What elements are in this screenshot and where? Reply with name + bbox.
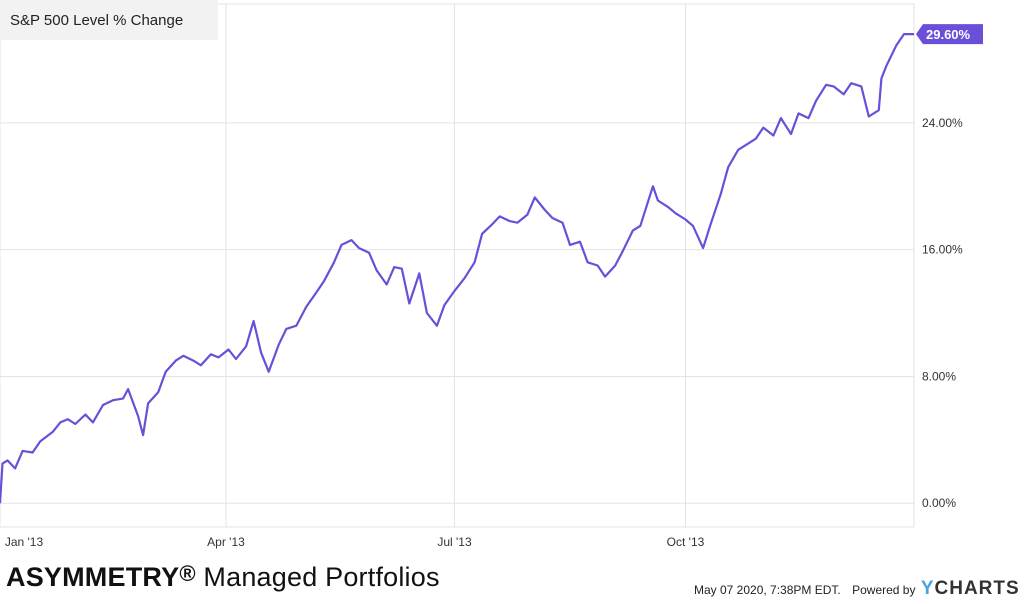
ycharts-logo[interactable]: YCHARTS: [921, 578, 1020, 599]
last-value-flag-shape: [916, 24, 983, 45]
brand-wordmark: ASYMMETRY® Managed Portfolios: [6, 561, 440, 593]
legend-label: S&P 500 Level % Change: [10, 12, 184, 29]
legend: S&P 500 Level % Change: [0, 0, 218, 40]
y-tick-label: 24.00%: [922, 116, 963, 130]
ycharts-logo-text: CHARTS: [934, 578, 1020, 599]
x-tick-label: Apr '13: [207, 535, 245, 549]
x-tick-label: Oct '13: [667, 535, 705, 549]
timestamp: May 07 2020, 7:38PM EDT.: [694, 583, 841, 597]
ycharts-logo-y: Y: [920, 578, 935, 599]
brand-registered-mark: ®: [179, 561, 196, 586]
chart-grid: [0, 3, 915, 528]
brand-tagline: Managed Portfolios: [195, 562, 440, 592]
x-tick-label: Jan '13: [5, 535, 44, 549]
y-tick-label: 8.00%: [922, 369, 956, 383]
y-axis-tick-labels: 0.00% 8.00% 16.00% 24.00%: [922, 116, 963, 510]
brand-name: ASYMMETRY: [6, 562, 180, 592]
y-tick-label: 0.00%: [922, 496, 956, 510]
last-value-flag: 29.60%: [916, 24, 983, 45]
series-line: [0, 33, 914, 504]
last-value-label: 29.60%: [926, 27, 971, 42]
chart-footer: May 07 2020, 7:38PM EDT. Powered by YCHA…: [694, 578, 1020, 600]
y-tick-label: 16.00%: [922, 243, 963, 257]
x-tick-label: Jul '13: [437, 535, 472, 549]
x-axis-tick-labels: Jan '13 Apr '13 Jul '13 Oct '13: [5, 535, 705, 549]
powered-by-label: Powered by: [852, 583, 916, 597]
